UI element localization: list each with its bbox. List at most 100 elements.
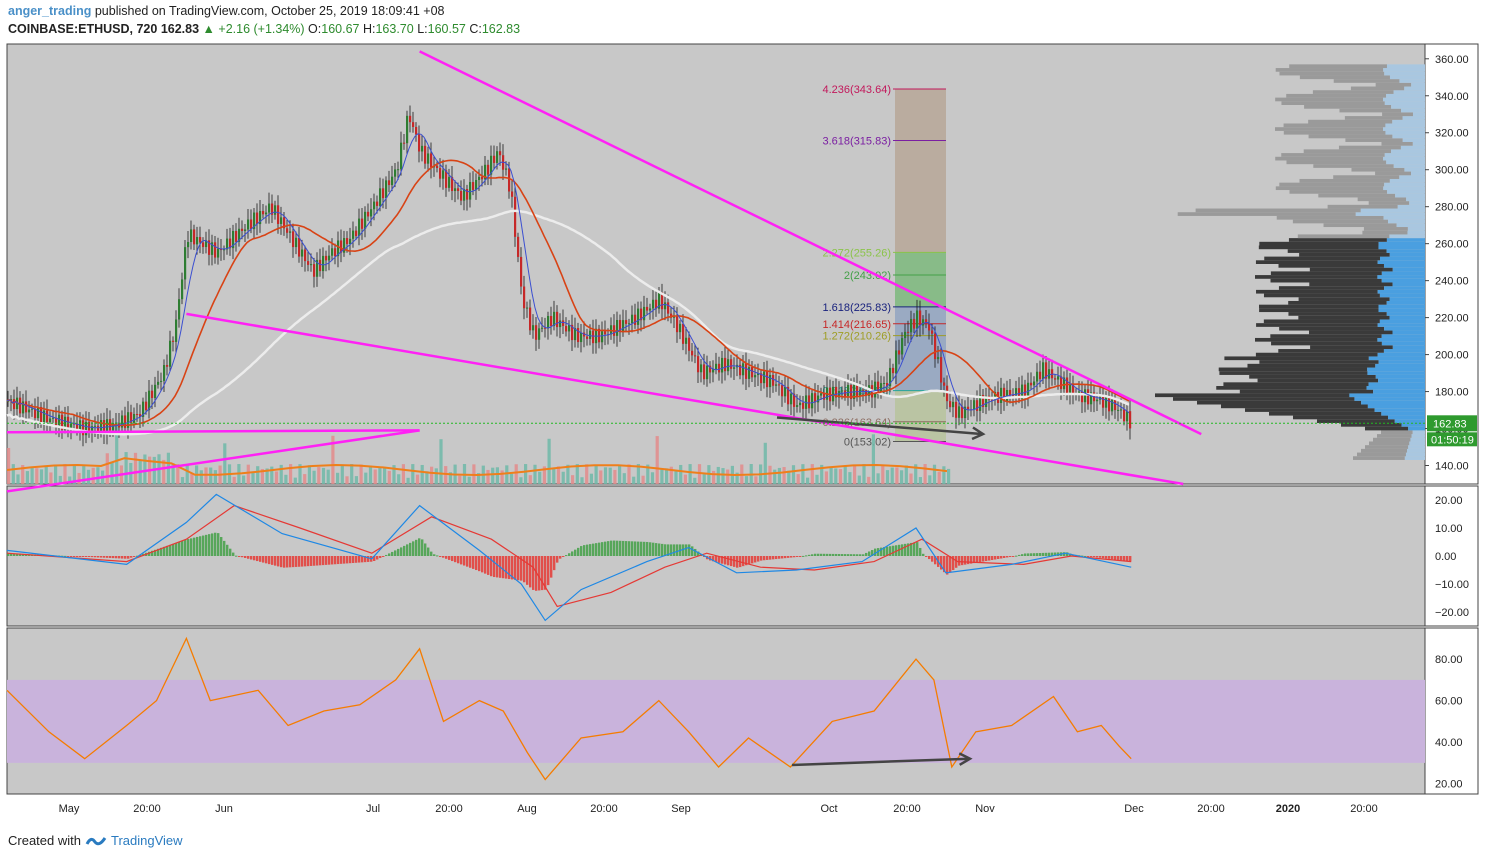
macd-histogram-bar — [1096, 556, 1099, 558]
price-tick-label: 300.00 — [1435, 165, 1469, 177]
macd-histogram-bar — [646, 541, 649, 556]
volume-bar — [923, 464, 927, 484]
volume-bar — [270, 466, 274, 484]
macd-histogram-bar — [691, 546, 694, 556]
volume-bar — [458, 475, 462, 484]
volume-bar — [514, 464, 518, 484]
volume-bar — [260, 469, 264, 484]
candle-body — [952, 401, 955, 408]
candle-body — [721, 357, 724, 373]
volume-bar — [820, 464, 824, 484]
volume-bar — [58, 475, 62, 484]
volume-bar — [914, 464, 918, 484]
candle-body — [1039, 371, 1042, 380]
macd-histogram-bar — [769, 556, 772, 560]
volume-bar — [321, 467, 326, 484]
macd-histogram-bar — [1102, 556, 1105, 559]
candle-body — [37, 407, 40, 419]
macd-histogram-bar — [199, 536, 202, 556]
macd-histogram-bar — [400, 547, 403, 556]
volume-bar — [411, 464, 415, 484]
candle-body — [493, 155, 496, 163]
candle-body — [676, 316, 679, 333]
candle-body — [571, 324, 574, 341]
macd-histogram-bar — [364, 556, 367, 563]
macd-histogram-bar — [961, 556, 964, 566]
macd-tick-label: 0.00 — [1435, 551, 1456, 563]
volume-profile-up — [1405, 452, 1425, 457]
volume-profile-up — [1355, 212, 1425, 216]
macd-histogram-bar — [358, 556, 361, 563]
candle-body — [232, 231, 235, 249]
volume-profile-up — [1410, 437, 1425, 442]
macd-histogram-bar — [787, 556, 790, 558]
macd-histogram-bar — [292, 556, 295, 568]
volume-profile-down — [1312, 90, 1394, 94]
candle-body — [40, 407, 43, 423]
macd-histogram-bar — [856, 554, 859, 556]
volume-profile-up — [1412, 141, 1425, 146]
candle-body — [706, 365, 709, 380]
macd-histogram-bar — [829, 553, 832, 556]
chart-area[interactable]: 4.236(343.64) 3.618(315.83) 2.272(255.26) 2… — [0, 40, 1485, 825]
time-tick-label: Jun — [215, 803, 233, 815]
macd-histogram-bar — [313, 556, 316, 566]
candle-body — [181, 279, 184, 300]
macd-histogram-bar — [439, 556, 442, 557]
volume-bar — [890, 467, 894, 484]
volume-bar — [660, 469, 664, 484]
macd-histogram-bar — [910, 542, 913, 556]
tradingview-brand[interactable]: TradingView — [110, 833, 183, 848]
macd-histogram-bar — [184, 539, 187, 556]
candle-body — [823, 393, 826, 400]
macd-histogram-bar — [1054, 552, 1057, 556]
volume-bar — [763, 442, 767, 484]
volume-bar — [345, 476, 349, 484]
last-price: 162.83 — [160, 22, 200, 36]
candle-body — [523, 286, 526, 309]
macd-histogram-bar — [187, 539, 190, 556]
macd-histogram-bar — [715, 556, 718, 563]
candle-body — [151, 390, 154, 398]
price-tick-label: 220.00 — [1435, 313, 1469, 325]
macd-histogram-bar — [268, 556, 271, 565]
candle-body — [1129, 411, 1132, 429]
macd-histogram-bar — [466, 556, 469, 567]
volume-profile-down — [1271, 341, 1382, 346]
macd-histogram-bar — [202, 535, 205, 556]
macd-histogram-bar — [391, 551, 394, 556]
author-name[interactable]: anger_trading — [8, 4, 92, 18]
macd-histogram-bar — [175, 542, 178, 556]
volume-bar — [7, 448, 11, 484]
macd-histogram-bar — [148, 551, 151, 556]
candle-body — [355, 230, 358, 237]
macd-histogram-bar — [1027, 553, 1030, 556]
macd-histogram-bar — [289, 556, 292, 568]
volume-profile-down — [1344, 116, 1403, 120]
candle-body — [316, 259, 319, 277]
volume-profile-up — [1409, 201, 1425, 205]
macd-histogram-bar — [733, 556, 736, 567]
volume-profile-down — [1219, 371, 1368, 375]
rsi-tick-label: 40.00 — [1435, 737, 1463, 749]
candle-body — [625, 320, 628, 324]
volume-profile-down — [1269, 411, 1382, 416]
macd-histogram-bar — [472, 556, 475, 569]
volume-profile-up — [1381, 334, 1425, 338]
macd-histogram-bar — [301, 556, 304, 567]
macd-histogram-bar — [1018, 554, 1021, 556]
candle-body — [889, 367, 892, 387]
macd-histogram-bar — [637, 541, 640, 556]
volume-bar — [815, 474, 819, 484]
candle-body — [784, 386, 787, 397]
volume-bar — [575, 464, 579, 484]
symbol-label: COINBASE:ETHUSD, 720 — [8, 22, 158, 36]
macd-histogram-bar — [178, 541, 181, 556]
candle-body — [907, 331, 910, 333]
candle-body — [1069, 384, 1072, 394]
macd-histogram-bar — [76, 556, 79, 557]
macd-histogram-bar — [976, 556, 979, 563]
macd-histogram-bar — [94, 556, 97, 558]
macd-axis — [1424, 485, 1479, 627]
macd-histogram-bar — [658, 543, 661, 556]
